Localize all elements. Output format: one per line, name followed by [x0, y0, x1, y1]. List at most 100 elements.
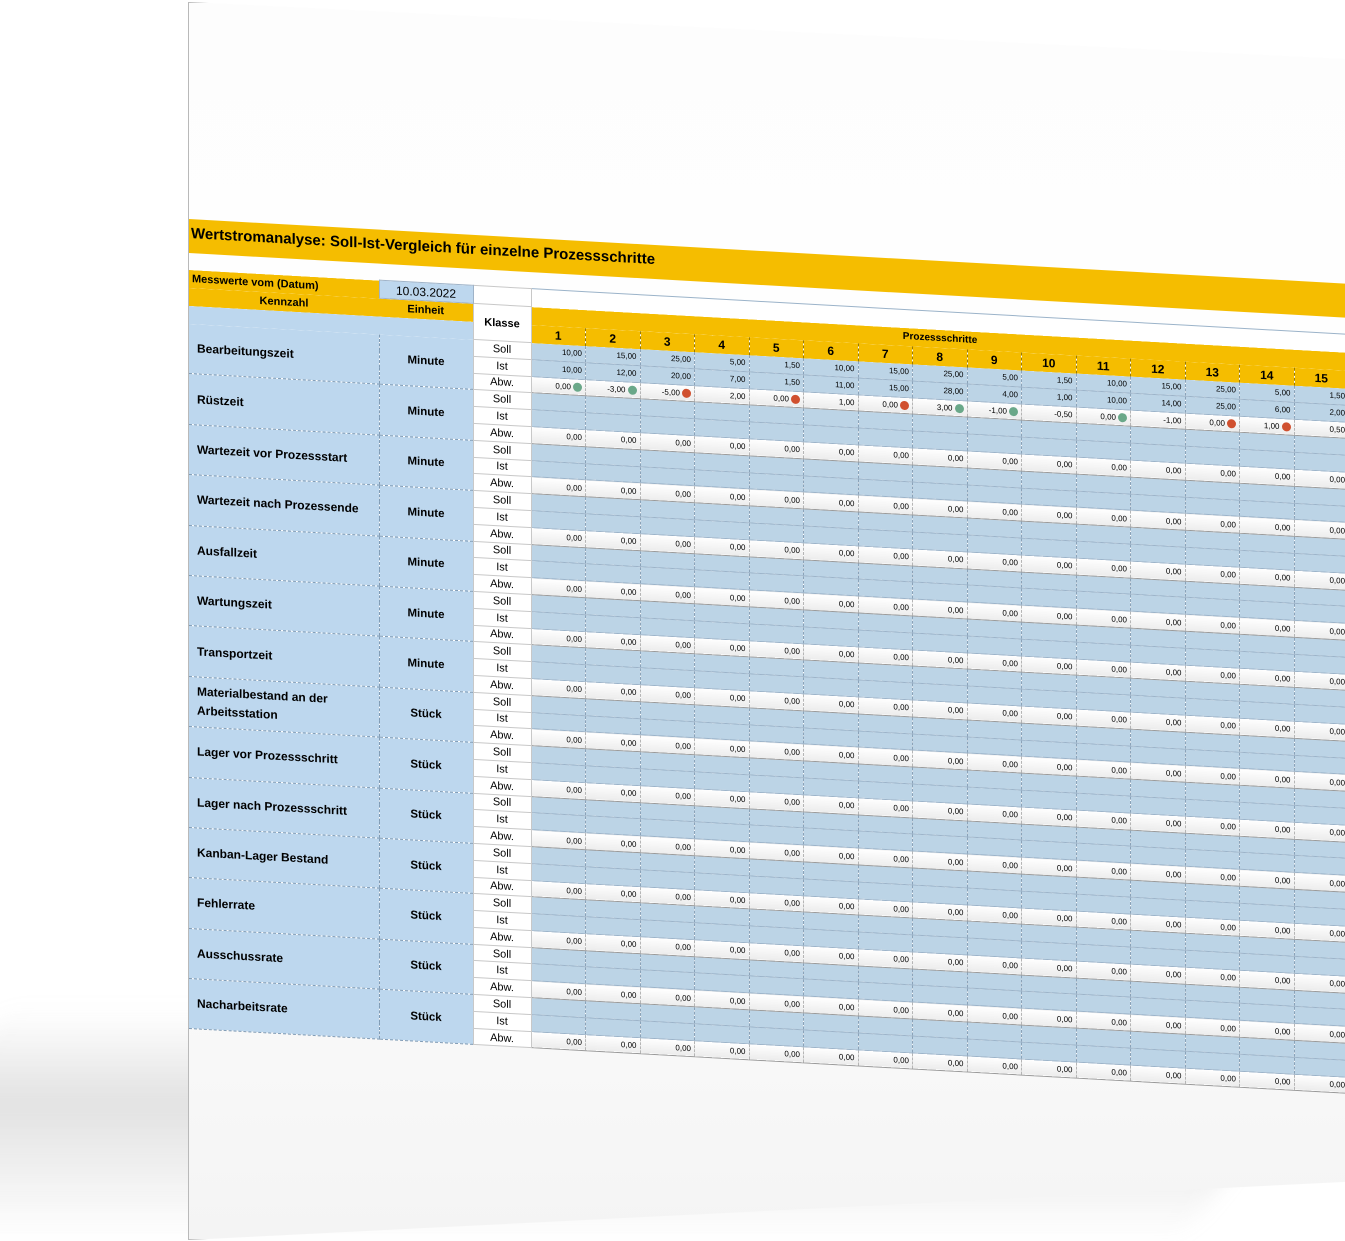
abw-value-cell[interactable]: 0,00	[803, 1046, 858, 1067]
abw-value-cell[interactable]: 0,00	[803, 542, 858, 563]
abw-value-cell[interactable]: 0,00	[531, 678, 586, 699]
abw-value-cell[interactable]: 0,00	[694, 637, 749, 658]
abw-value-cell[interactable]: 0,00	[803, 643, 858, 664]
abw-value-cell[interactable]: 0,00	[803, 996, 858, 1016]
abw-value-cell[interactable]: 0,00	[1021, 1058, 1076, 1079]
abw-value-cell[interactable]: 0,00	[1021, 655, 1076, 676]
abw-value-cell[interactable]: 0,00	[1130, 863, 1185, 884]
abw-value-cell[interactable]: 0,00	[585, 631, 640, 652]
abw-value-cell[interactable]: 0,00	[640, 634, 695, 655]
abw-value-cell[interactable]: 0,00	[640, 1037, 695, 1058]
abw-value-cell[interactable]: 2,00	[694, 385, 749, 406]
abw-value-cell[interactable]: 0,00	[1239, 818, 1294, 839]
abw-value-cell[interactable]: -3,00	[585, 379, 640, 400]
abw-value-cell[interactable]: 0,00	[531, 577, 586, 598]
abw-value-cell[interactable]: 0,00	[1185, 664, 1240, 685]
abw-value-cell[interactable]: 0,00	[1130, 913, 1185, 934]
abw-value-cell[interactable]: 0,00	[912, 800, 967, 821]
abw-value-cell[interactable]: 0,00	[967, 803, 1022, 824]
abw-value-cell[interactable]: 0,00	[1021, 1008, 1076, 1029]
abw-value-cell[interactable]: 0,00	[1239, 970, 1294, 990]
abw-value-cell[interactable]: 0,00	[1239, 768, 1294, 789]
abw-value-cell[interactable]: 0,00	[1239, 869, 1294, 890]
abw-value-cell[interactable]: 0,00	[1130, 762, 1185, 783]
abw-value-cell[interactable]: 0,00	[1239, 466, 1294, 487]
abw-value-cell[interactable]: 0,00	[1076, 457, 1131, 477]
abw-value-cell[interactable]: 0,00	[749, 1043, 804, 1064]
abw-value-cell[interactable]: 0,00	[803, 593, 858, 613]
abw-value-cell[interactable]: 0,00	[967, 753, 1022, 774]
abw-value-cell[interactable]: 0,00	[1294, 1073, 1345, 1094]
abw-value-cell[interactable]: 0,00	[858, 999, 913, 1020]
abw-value-cell[interactable]: 0,00	[912, 649, 967, 670]
abw-value-cell[interactable]: 0,00	[1239, 1020, 1294, 1041]
abw-value-cell[interactable]: 0,00	[1021, 907, 1076, 928]
abw-value-cell[interactable]: 0,00	[585, 480, 640, 500]
abw-value-cell[interactable]: 0,00	[531, 527, 586, 548]
abw-value-cell[interactable]: 0,00	[967, 551, 1022, 572]
abw-value-cell[interactable]: 0,00	[749, 791, 804, 812]
abw-value-cell[interactable]: 0,00	[1239, 617, 1294, 638]
abw-value-cell[interactable]: 0,00	[858, 747, 913, 768]
abw-value-cell[interactable]: 0,00	[1076, 1011, 1131, 1032]
abw-value-cell[interactable]: 0,00	[749, 993, 804, 1013]
abw-value-cell[interactable]: 0,00	[1294, 469, 1345, 490]
abw-value-cell[interactable]: 0,00	[1076, 557, 1131, 578]
abw-value-cell[interactable]: 0,00	[694, 536, 749, 557]
abw-value-cell[interactable]: 0,00	[1185, 765, 1240, 786]
abw-value-cell[interactable]: 0,00	[1185, 815, 1240, 836]
abw-value-cell[interactable]: 0,00	[694, 788, 749, 809]
abw-value-cell[interactable]: 0,00	[1076, 507, 1131, 528]
abw-value-cell[interactable]: 0,00	[1076, 1061, 1131, 1082]
abw-value-cell[interactable]: 0,00	[1185, 463, 1240, 484]
abw-value-cell[interactable]: -1,00	[1130, 409, 1185, 430]
abw-value-cell[interactable]: 0,00	[749, 640, 804, 661]
abw-value-cell[interactable]: 0,00	[1294, 620, 1345, 641]
abw-value-cell[interactable]: 0,00	[1021, 756, 1076, 777]
abw-value-cell[interactable]: 0,00	[1239, 718, 1294, 739]
abw-value-cell[interactable]: 0,00	[1294, 519, 1345, 540]
abw-value-cell[interactable]: 0,00	[912, 548, 967, 569]
abw-value-cell[interactable]: 0,00	[858, 848, 913, 868]
abw-value-cell[interactable]: 0,00	[1021, 705, 1076, 726]
abw-value-cell[interactable]: -0,50	[1021, 403, 1076, 424]
abw-value-cell[interactable]: 0,00	[858, 394, 913, 415]
abw-value-cell[interactable]: 0,00	[640, 936, 695, 957]
abw-value-cell[interactable]: 0,00	[640, 735, 695, 755]
abw-value-cell[interactable]: 0,00	[1185, 1067, 1240, 1088]
abw-value-cell[interactable]: 0,00	[1185, 866, 1240, 887]
abw-value-cell[interactable]: 0,00	[1021, 504, 1076, 525]
abw-value-cell[interactable]: 0,00	[967, 1005, 1022, 1026]
abw-value-cell[interactable]: -5,00	[640, 382, 695, 403]
abw-value-cell[interactable]: 0,00	[858, 495, 913, 516]
abw-value-cell[interactable]: 0,00	[1185, 1017, 1240, 1038]
abw-value-cell[interactable]: 0,00	[1239, 667, 1294, 688]
abw-value-cell[interactable]: 0,00	[1076, 960, 1131, 981]
abw-value-cell[interactable]: 0,00	[640, 533, 695, 554]
abw-value-cell[interactable]: 0,00	[585, 731, 640, 752]
abw-value-cell[interactable]: 0,00	[640, 986, 695, 1007]
abw-value-cell[interactable]: 0,00	[858, 1049, 913, 1070]
abw-value-cell[interactable]: 0,00	[585, 832, 640, 853]
abw-value-cell[interactable]: 0,00	[531, 1031, 586, 1052]
abw-value-cell[interactable]: 0,00	[858, 948, 913, 969]
abw-value-cell[interactable]: 0,00	[858, 646, 913, 667]
abw-value-cell[interactable]: 0,00	[1185, 967, 1240, 987]
abw-value-cell[interactable]: 0,00	[1130, 611, 1185, 632]
abw-value-cell[interactable]: 0,00	[1185, 916, 1240, 937]
abw-value-cell[interactable]: 0,00	[749, 841, 804, 862]
abw-value-cell[interactable]: 0,00	[640, 886, 695, 907]
abw-value-cell[interactable]: 0,00	[1239, 516, 1294, 537]
abw-value-cell[interactable]: 0,00	[912, 951, 967, 972]
abw-value-cell[interactable]: 0,00	[803, 844, 858, 865]
abw-value-cell[interactable]: 0,00	[1130, 812, 1185, 833]
abw-value-cell[interactable]: 0,00	[585, 1034, 640, 1055]
abw-value-cell[interactable]: 0,00	[858, 545, 913, 566]
abw-value-cell[interactable]: 0,00	[640, 684, 695, 705]
abw-value-cell[interactable]: 0,00	[967, 954, 1022, 975]
abw-value-cell[interactable]: 0,00	[967, 854, 1022, 874]
abw-value-cell[interactable]: 0,00	[858, 444, 913, 465]
abw-value-cell[interactable]: 0,00	[531, 426, 586, 447]
abw-value-cell[interactable]: 0,00	[1294, 721, 1345, 742]
abw-value-cell[interactable]: 0,00	[1076, 658, 1131, 679]
